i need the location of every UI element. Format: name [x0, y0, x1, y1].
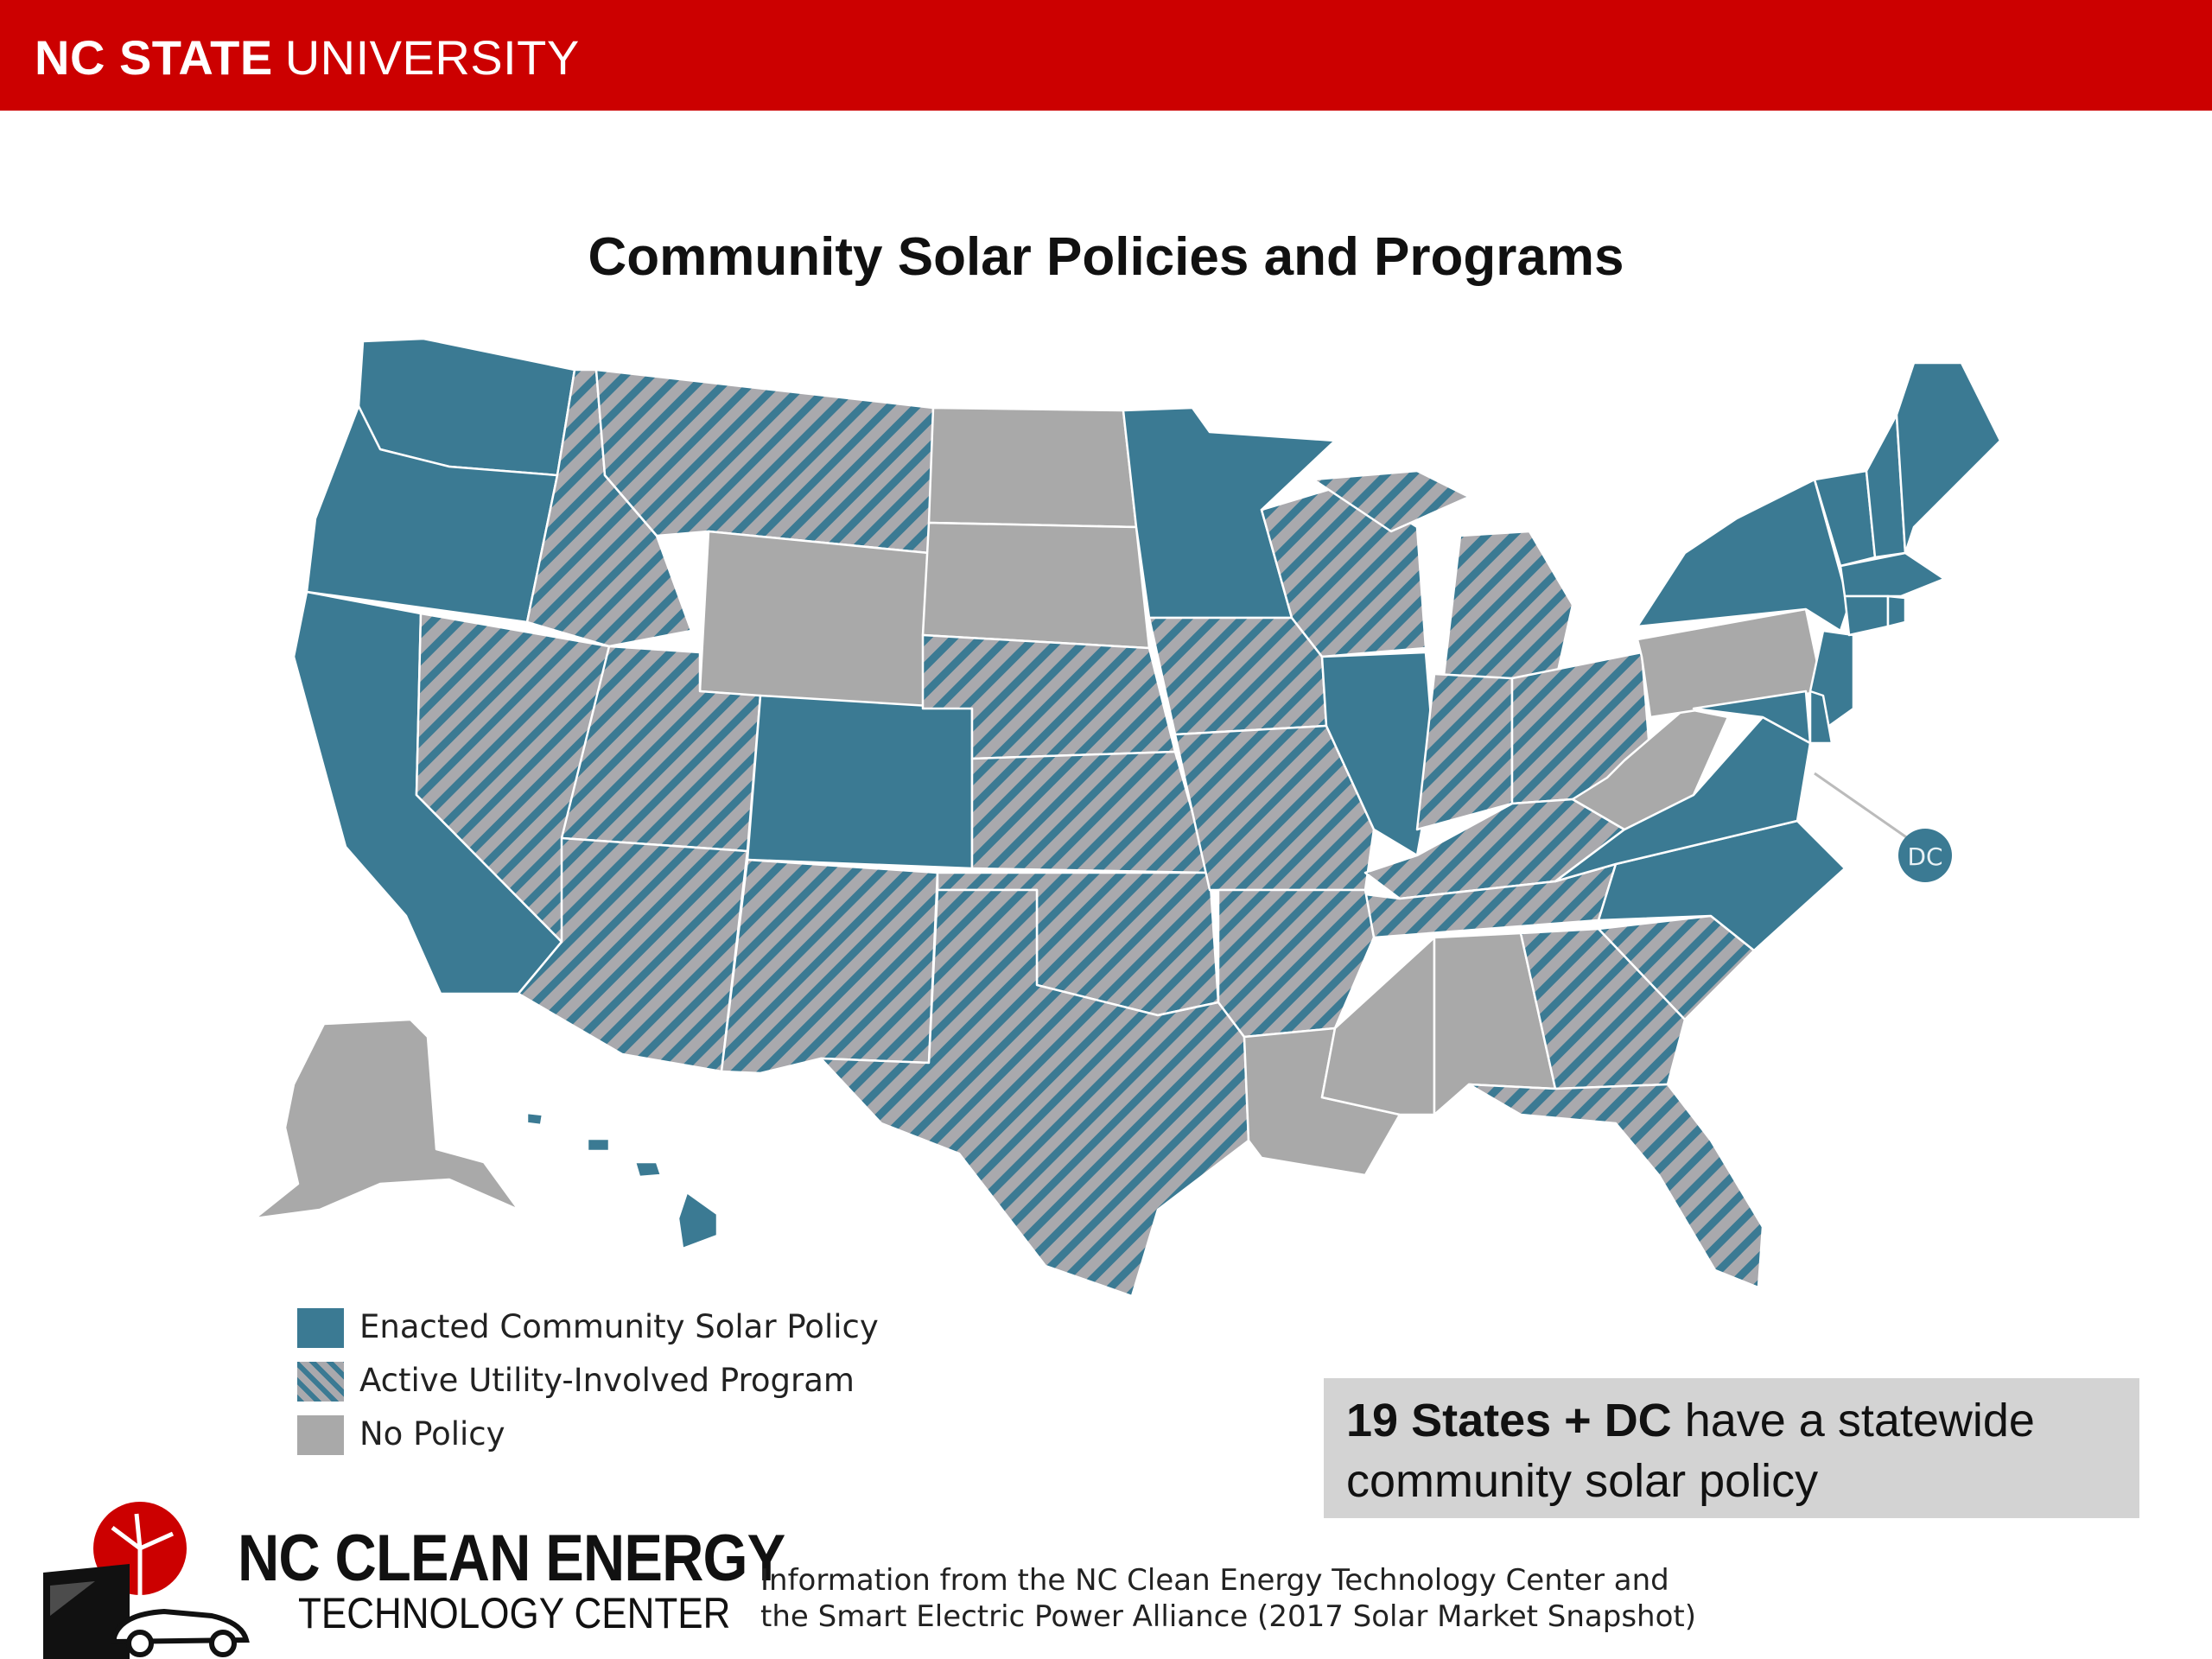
- state-mi: [1441, 530, 1574, 684]
- state-hi-kauai: [525, 1111, 544, 1127]
- state-az: [517, 836, 749, 1073]
- brand-bold: NC STATE: [35, 30, 273, 85]
- state-hi-big: [677, 1191, 719, 1250]
- state-ma: [1839, 551, 1946, 598]
- state-ms: [1320, 936, 1436, 1116]
- state-ga: [1519, 927, 1687, 1090]
- state-fl: [1467, 1083, 1764, 1289]
- state-mt: [594, 368, 935, 555]
- dc-label: DC: [1907, 842, 1942, 871]
- state-ak: [253, 1018, 520, 1220]
- nc-clean-energy-logo: NC CLEAN ENERGY TECHNOLOGY CENTER: [35, 1486, 785, 1659]
- state-tx: [819, 888, 1250, 1298]
- legend-swatch-none: [297, 1415, 344, 1455]
- state-hi-maui: [633, 1160, 663, 1179]
- header-bar: NC STATE UNIVERSITY: [0, 0, 2212, 111]
- state-nd: [927, 406, 1138, 529]
- state-nm: [720, 858, 939, 1075]
- callout-bold: 19 States + DC: [1346, 1395, 1672, 1446]
- state-me: [1895, 361, 2002, 555]
- logo-graphic-icon: [43, 1502, 250, 1659]
- state-ny: [1636, 478, 1851, 632]
- logo-line2: TECHNOLOGY CENTER: [298, 1589, 731, 1637]
- legend-swatch-enacted: [297, 1308, 344, 1348]
- dc-leader-line: [1814, 772, 1915, 844]
- dc-marker: [1898, 829, 1952, 882]
- state-ia: [1147, 616, 1328, 736]
- state-ks: [970, 750, 1211, 874]
- state-sd: [921, 521, 1151, 650]
- state-hi-oahu: [586, 1137, 611, 1153]
- brand-regular: UNIVERSITY: [284, 30, 580, 85]
- map-title: Community Solar Policies and Programs: [588, 227, 1624, 287]
- legend-label-enacted: Enacted Community Solar Policy: [359, 1308, 879, 1345]
- state-de: [1808, 690, 1834, 745]
- source-note: Information from the NC Clean Energy Tec…: [760, 1563, 1697, 1634]
- callout-text: have a statewide community solar policy: [1346, 1395, 2035, 1507]
- state-mi-up: [1312, 469, 1471, 533]
- state-ri: [1886, 594, 1907, 628]
- legend-swatch-utility: [297, 1362, 344, 1402]
- legend-label-utility: Active Utility-Involved Program: [359, 1362, 855, 1399]
- summary-callout: 19 States + DC have a statewide communit…: [1324, 1378, 2139, 1518]
- state-mo: [1173, 724, 1376, 892]
- dc-callout: DC: [1814, 772, 1952, 882]
- logo-line1: NC CLEAN ENERGY: [238, 1522, 785, 1595]
- state-in: [1415, 672, 1514, 831]
- state-co: [746, 694, 974, 870]
- state-ct: [1843, 594, 1890, 637]
- state-wy: [698, 530, 931, 710]
- university-brand: NC STATE UNIVERSITY: [35, 29, 580, 86]
- legend-label-none: No Policy: [359, 1415, 505, 1452]
